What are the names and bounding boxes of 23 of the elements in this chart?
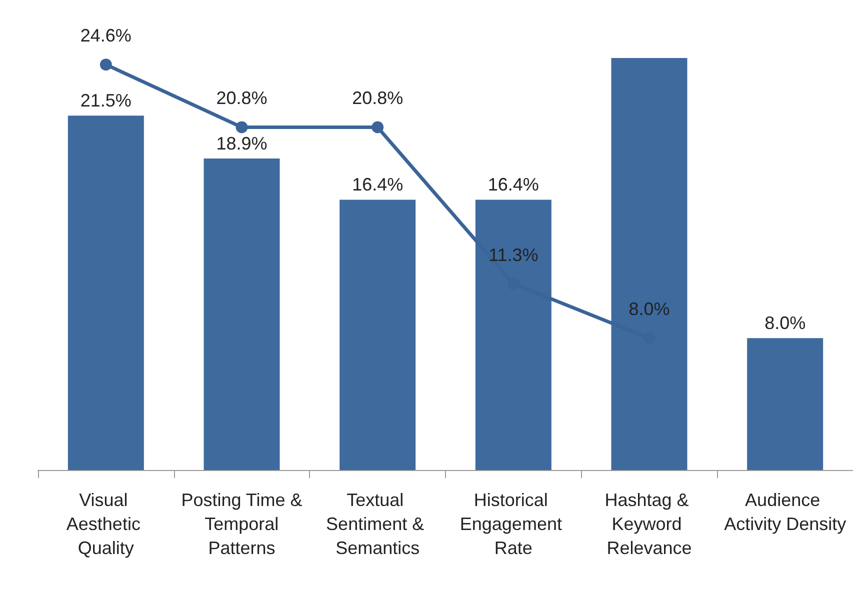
point: [236, 121, 248, 134]
bar: [204, 158, 280, 470]
data-label: 21.5%: [80, 90, 132, 111]
point: [100, 58, 112, 71]
data-label: 11.3%: [488, 244, 538, 265]
data-label: 8.0%: [764, 313, 806, 334]
data-label: 20.8%: [216, 88, 268, 108]
data-label: 20.8%: [352, 88, 404, 108]
data-label: 8.0%: [628, 299, 670, 320]
x-tick-label: Historical Engagement Rate: [460, 490, 567, 558]
x-tick-label: Textual Sentiment & Semantics: [326, 490, 430, 558]
bar: [747, 338, 824, 470]
x-tick-label: Audience Activity Density: [724, 490, 846, 534]
data-label: 16.4%: [352, 174, 404, 195]
x-tick-label: Hashtag & Keyword Relevance: [604, 490, 694, 558]
bar: [68, 116, 144, 470]
point: [372, 121, 384, 134]
data-label: 18.9%: [216, 134, 268, 154]
x-tick-label: Posting Time & Temporal Patterns: [181, 490, 302, 558]
data-label: 24.6%: [80, 26, 132, 46]
x-tick-label: Visual Aesthetic Quality: [66, 490, 146, 558]
bar: [340, 200, 416, 470]
data-label: 16.4%: [488, 174, 539, 195]
